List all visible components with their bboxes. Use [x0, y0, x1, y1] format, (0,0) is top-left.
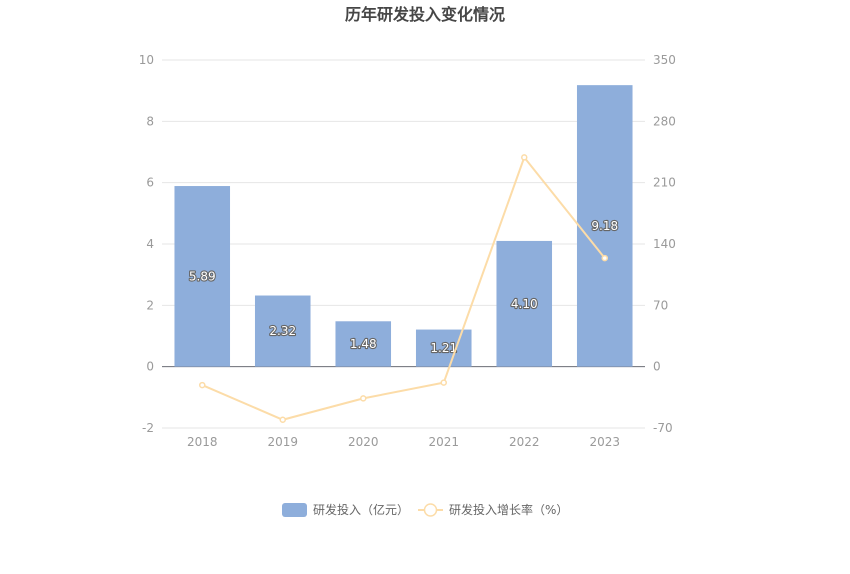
line-point[interactable] — [521, 154, 528, 161]
legend-line-marker — [423, 503, 438, 517]
bar[interactable] — [576, 85, 633, 367]
line-point[interactable] — [440, 379, 447, 386]
bar-data-label: 4.10 — [511, 297, 538, 311]
right-axis-ticks: -70 0 70 140 210 280 350 — [653, 53, 676, 435]
bar-data-label: 9.18 — [591, 219, 618, 233]
left-tick-label: 2 — [146, 298, 154, 312]
right-tick-label: -70 — [653, 421, 673, 435]
x-axis: 2018 2019 2020 2021 2022 2023 — [162, 366, 645, 449]
legend: 研发投入（亿元） 研发投入增长率（%） — [282, 502, 568, 517]
growth-line — [201, 155, 606, 421]
bar[interactable] — [254, 295, 311, 367]
x-tick-label: 2020 — [348, 435, 379, 449]
right-tick-label: 210 — [653, 176, 676, 190]
x-tick-label: 2018 — [187, 435, 218, 449]
left-axis-ticks: -2 0 2 4 6 8 10 — [139, 53, 154, 435]
left-tick-label: 0 — [146, 360, 154, 374]
line-point[interactable] — [199, 381, 206, 389]
left-tick-label: 4 — [146, 237, 154, 251]
bar[interactable] — [415, 329, 472, 367]
x-tick-label: 2023 — [589, 435, 620, 449]
bar[interactable] — [335, 321, 392, 367]
x-tick-label: 2021 — [428, 435, 459, 449]
legend-line-label[interactable]: 研发投入增长率（%） — [449, 502, 568, 517]
left-tick-label: 8 — [146, 114, 154, 128]
line-point[interactable] — [279, 416, 286, 424]
chart-title: 历年研发投入变化情况 — [345, 5, 505, 24]
bar-data-label: 5.89 — [189, 269, 216, 283]
bar-data-label: 1.48 — [350, 337, 377, 351]
right-tick-label: 350 — [653, 53, 676, 67]
bar-data-label: 1.21 — [430, 341, 457, 355]
line-point[interactable] — [360, 395, 367, 402]
right-tick-label: 140 — [653, 237, 676, 251]
bar[interactable] — [496, 240, 553, 367]
grid-lines — [162, 59, 645, 429]
left-tick-label: 10 — [139, 53, 154, 67]
line-series — [199, 154, 608, 424]
left-tick-label: -2 — [142, 421, 154, 435]
x-tick-label: 2019 — [267, 435, 298, 449]
left-tick-label: 6 — [146, 176, 154, 190]
right-tick-label: 0 — [653, 360, 661, 374]
right-tick-label: 70 — [653, 298, 668, 312]
right-tick-label: 280 — [653, 114, 676, 128]
legend-bar-label[interactable]: 研发投入（亿元） — [313, 502, 409, 517]
line-point[interactable] — [601, 254, 608, 262]
bar[interactable] — [174, 186, 231, 367]
bar-data-label: 2.32 — [269, 324, 296, 338]
bar-data-labels: 5.89 2.32 1.48 1.21 4.10 9.18 — [188, 218, 619, 356]
legend-bar-swatch[interactable] — [282, 503, 307, 517]
x-tick-label: 2022 — [509, 435, 540, 449]
bar-series — [174, 85, 633, 367]
